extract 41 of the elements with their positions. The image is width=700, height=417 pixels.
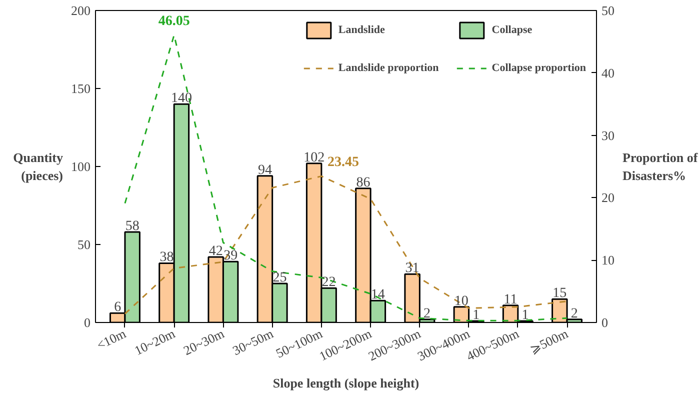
y2-tick-label: 10	[602, 252, 614, 268]
x-axis-title: Slope length (slope height)	[272, 375, 420, 390]
data-label: 2	[570, 306, 578, 322]
data-label: 25	[272, 270, 287, 286]
data-label: 6	[114, 300, 122, 316]
data-label: 102	[304, 150, 325, 166]
legend-label: Collapse proportion	[492, 62, 586, 74]
data-label: 15	[552, 286, 567, 302]
y2-tick-label: 0	[602, 315, 608, 330]
data-label: 1	[472, 308, 480, 323]
y2-tick-label: 30	[602, 128, 614, 143]
data-label: 14	[370, 288, 385, 303]
data-label: 140	[170, 91, 192, 106]
data-label: 10	[454, 294, 468, 309]
y-tick-label: 0	[84, 315, 90, 330]
data-label: 58	[125, 219, 140, 234]
data-label: 86	[356, 175, 370, 190]
y-tick-label: 100	[71, 159, 90, 174]
data-label: 94	[258, 162, 272, 178]
data-label: 31	[405, 261, 420, 276]
y-tick-label: 150	[71, 81, 90, 96]
data-label: 38	[160, 250, 174, 266]
y2-tick-label: 40	[602, 65, 614, 80]
legend-label: Landslide proportion	[338, 62, 439, 74]
y-axis-title: Quantity (pieces)	[13, 150, 64, 183]
data-label: 1	[522, 308, 529, 323]
data-label: 11	[504, 292, 518, 308]
y-tick-label: 50	[78, 237, 90, 252]
y2-axis-title: Proportion of Disasters%	[622, 150, 698, 183]
legend-label: Collapse	[492, 24, 532, 36]
y2-tick-label: 20	[602, 190, 614, 206]
data-label: 22	[322, 275, 336, 290]
y2-tick-label: 50	[602, 3, 614, 18]
data-label: 42	[208, 244, 223, 259]
y-tick-label: 200	[71, 3, 90, 18]
data-label: 39	[224, 248, 238, 264]
x-tick-label: <10m	[94, 326, 128, 352]
data-label: 46.05	[158, 14, 190, 30]
data-label: 2	[424, 306, 431, 322]
legend-label: Landslide	[338, 24, 385, 36]
data-label: 23.45	[327, 155, 359, 170]
